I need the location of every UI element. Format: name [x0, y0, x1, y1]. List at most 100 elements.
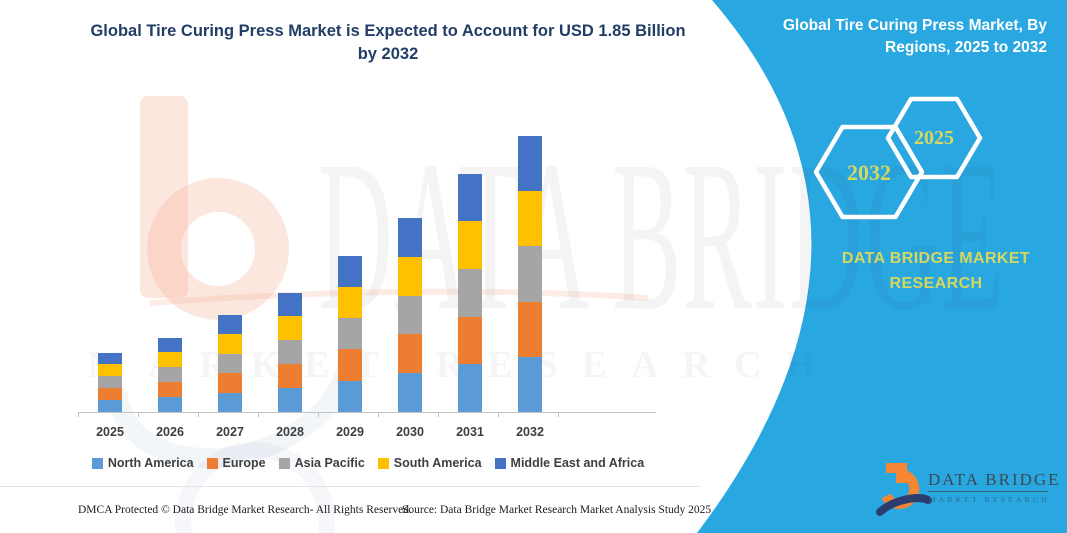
bar-segment [458, 268, 482, 317]
x-axis-label: 2025 [96, 425, 124, 439]
bar-segment [338, 380, 362, 412]
side-panel-title: Global Tire Curing Press Market, By Regi… [762, 15, 1055, 60]
legend-swatch [91, 457, 103, 469]
stacked-bar-2030 [398, 218, 422, 412]
bar-segment [518, 246, 542, 302]
bar-segment [98, 352, 122, 365]
legend-label: South America [393, 456, 482, 470]
chart-title-line1: Global Tire Curing Press Market is Expec… [90, 22, 686, 40]
bar-segment [278, 388, 302, 412]
bar-segment [218, 373, 242, 393]
brand-text-line1: DATA BRIDGE MARKET [841, 250, 1031, 267]
bar-segment [98, 388, 122, 401]
legend-item: Asia Pacific [278, 456, 365, 470]
legend-label: Middle East and Africa [510, 456, 645, 470]
company-logo-name: DATA BRIDGE [928, 470, 1061, 489]
chart-title: Global Tire Curing Press Market is Expec… [60, 20, 716, 66]
legend-swatch [278, 457, 290, 469]
bar-segment [518, 191, 542, 247]
axis-tick [438, 413, 439, 417]
stacked-bar-2031 [458, 173, 482, 412]
x-axis-label: 2032 [516, 425, 544, 439]
bar-segment [158, 352, 182, 368]
axis-tick [258, 413, 259, 417]
x-axis-label: 2030 [396, 425, 424, 439]
bar-segment [158, 367, 182, 383]
bar-segment [218, 315, 242, 335]
chart-title-line2: by 2032 [357, 44, 419, 63]
axis-tick [138, 413, 139, 417]
bar-segment [398, 373, 422, 412]
x-axis-label: 2027 [216, 425, 244, 439]
footer-source: Source: Data Bridge Market Research Mark… [402, 504, 712, 516]
bar-segment [518, 301, 542, 357]
brand-text-line2: RESEARCH [889, 274, 983, 292]
company-logo-underline [928, 491, 1048, 492]
logo-d-swoosh [876, 494, 932, 516]
stacked-bar-2027 [218, 315, 242, 412]
bar-segment [458, 173, 482, 222]
x-axis-line [78, 412, 656, 413]
bar-segment [338, 286, 362, 319]
chart-legend: North America Europe Asia Pacific South Ame… [60, 456, 676, 470]
legend-item: Europe [206, 456, 266, 470]
company-logo-icon [876, 463, 932, 516]
bar-segment [338, 349, 362, 381]
axis-tick [498, 413, 499, 417]
bar-segment [158, 382, 182, 398]
x-axis-label: 2031 [456, 425, 484, 439]
footer-copyright: DMCA Protected © Data Bridge Market Rese… [78, 504, 412, 516]
bar-segment [158, 397, 182, 412]
side-panel-brand-text: DATA BRIDGE MARKET RESEARCH [808, 247, 1064, 297]
bar-segment [458, 316, 482, 365]
bar-segment [98, 376, 122, 389]
bar-segment [98, 400, 122, 412]
stacked-bar-2025 [98, 352, 122, 412]
x-axis-label: 2026 [156, 425, 184, 439]
legend-swatch [494, 457, 506, 469]
legend-item: North America [91, 456, 194, 470]
x-axis-label: 2028 [276, 425, 304, 439]
bar-segment [398, 218, 422, 257]
bar-segment [458, 364, 482, 412]
bar-segment [218, 392, 242, 412]
bar-segment [338, 255, 362, 287]
bar-segment [278, 364, 302, 389]
bar-segment [218, 334, 242, 354]
company-logo-subtitle: MARKET RESEARCH [929, 495, 1050, 504]
bar-segment [218, 353, 242, 374]
legend-label: Europe [222, 456, 266, 470]
legend-item: Middle East and Africa [494, 456, 645, 470]
footer-divider [0, 486, 700, 487]
bar-segment [278, 292, 302, 317]
stacked-bar-2026 [158, 337, 182, 412]
bar-segment [398, 334, 422, 374]
axis-tick [198, 413, 199, 417]
stacked-bar-2029 [338, 255, 362, 412]
hexagon-label-2025: 2025 [914, 127, 954, 149]
stacked-bar-2028 [278, 292, 302, 412]
bar-segment [518, 356, 542, 412]
x-axis-labels: 2025 2026 2027 2028 2029 2030 2031 2032 [80, 425, 560, 443]
bar-segment [158, 337, 182, 353]
legend-item: South America [377, 456, 482, 470]
x-axis-label: 2029 [336, 425, 364, 439]
bar-segment [398, 295, 422, 335]
bar-segment [278, 316, 302, 341]
axis-tick [558, 413, 559, 417]
side-panel-title-line1: Global Tire Curing Press Market, By [782, 17, 1047, 34]
legend-label: Asia Pacific [294, 456, 365, 470]
stacked-bar-2032 [518, 136, 542, 412]
hexagon-label-2032: 2032 [847, 160, 891, 185]
bar-segment [338, 318, 362, 350]
bar-segment [278, 340, 302, 365]
legend-swatch [377, 457, 389, 469]
plot-area [80, 120, 560, 412]
bar-segment [398, 256, 422, 296]
side-panel-title-line2: Regions, 2025 to 2032 [885, 39, 1047, 57]
logo-b-stem [886, 463, 907, 483]
legend-swatch [206, 457, 218, 469]
legend-label: North America [107, 456, 194, 470]
bar-segment [98, 364, 122, 377]
